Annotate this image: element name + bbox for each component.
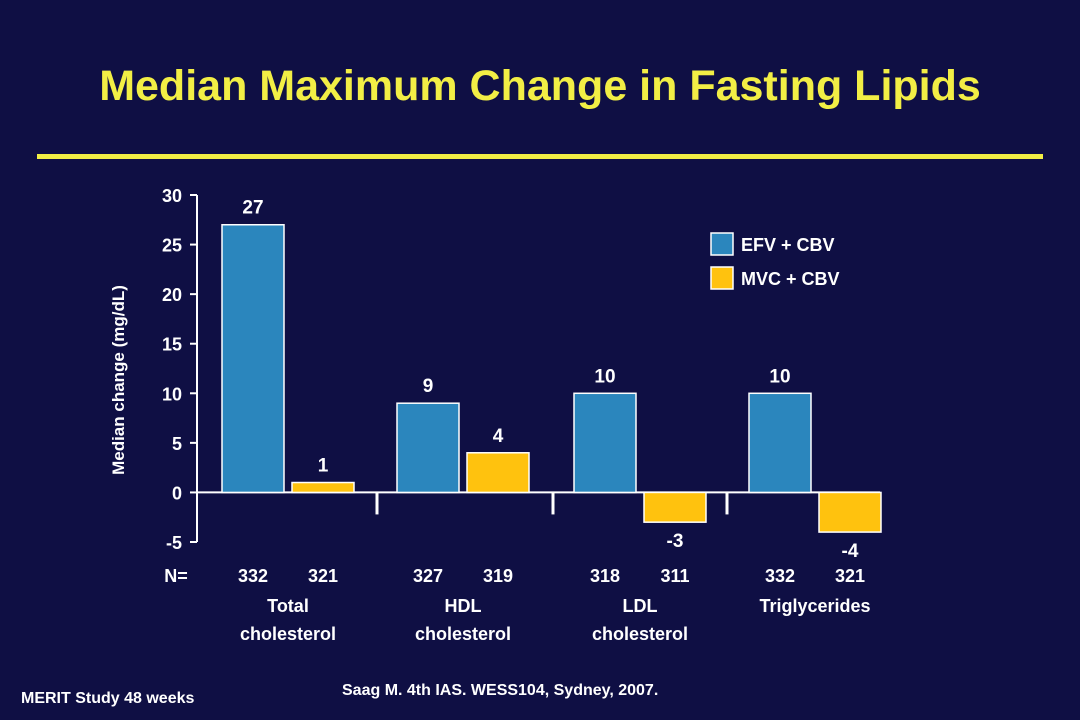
legend-swatch-mvc-cbv (710, 266, 734, 290)
y-tick-label: 15 (162, 335, 182, 355)
bar-efv-cbv (396, 402, 460, 494)
y-tick-label: 5 (172, 434, 182, 454)
y-tick-label: 20 (162, 285, 182, 305)
citation: Saag M. 4th IAS. WESS104, Sydney, 2007. (342, 682, 659, 699)
n-value: 321 (308, 566, 338, 586)
y-tick-label: 0 (172, 483, 182, 503)
bar-mvc-cbv (643, 491, 707, 523)
bar-efv-cbv (573, 392, 637, 494)
category-label: cholesterol (592, 624, 688, 644)
n-value: 318 (590, 566, 620, 586)
category-label: HDL (445, 596, 482, 616)
category-label: cholesterol (240, 624, 336, 644)
legend-label-mvc-cbv: MVC + CBV (741, 269, 840, 289)
category-label: Total (267, 596, 309, 616)
legend-swatch-efv-cbv (710, 232, 734, 256)
bar-mvc-cbv (291, 481, 355, 494)
n-value: 319 (483, 566, 513, 586)
n-value: 332 (238, 566, 268, 586)
category-label: cholesterol (415, 624, 511, 644)
data-label: -3 (667, 531, 684, 552)
bar-efv-cbv (748, 392, 812, 494)
category-label: LDL (623, 596, 658, 616)
data-label: 10 (594, 366, 615, 387)
data-label: 9 (423, 376, 434, 397)
data-label: 4 (493, 426, 504, 447)
n-value: 332 (765, 566, 795, 586)
y-tick-label: -5 (166, 533, 182, 553)
bar-mvc-cbv (818, 491, 882, 533)
legend-label-efv-cbv: EFV + CBV (741, 235, 835, 255)
y-tick-label: 25 (162, 236, 182, 256)
data-label: 27 (242, 198, 263, 219)
slide-title: Median Maximum Change in Fasting Lipids (99, 62, 981, 110)
n-value: 321 (835, 566, 865, 586)
data-label: 10 (769, 366, 790, 387)
y-tick-label: 10 (162, 384, 182, 404)
data-label: 1 (318, 456, 329, 477)
title-underline (37, 154, 1043, 159)
bar-mvc-cbv (466, 452, 530, 494)
study-label: MERIT Study 48 weeks (21, 690, 195, 707)
n-value: 311 (660, 566, 689, 586)
y-axis-title: Median change (mg/dL) (109, 285, 128, 475)
category-label: Triglycerides (759, 596, 870, 616)
y-tick-label: 30 (162, 186, 182, 206)
n-label: N= (164, 566, 188, 586)
n-value: 327 (413, 566, 443, 586)
data-label: -4 (842, 541, 859, 562)
bar-efv-cbv (221, 223, 285, 494)
